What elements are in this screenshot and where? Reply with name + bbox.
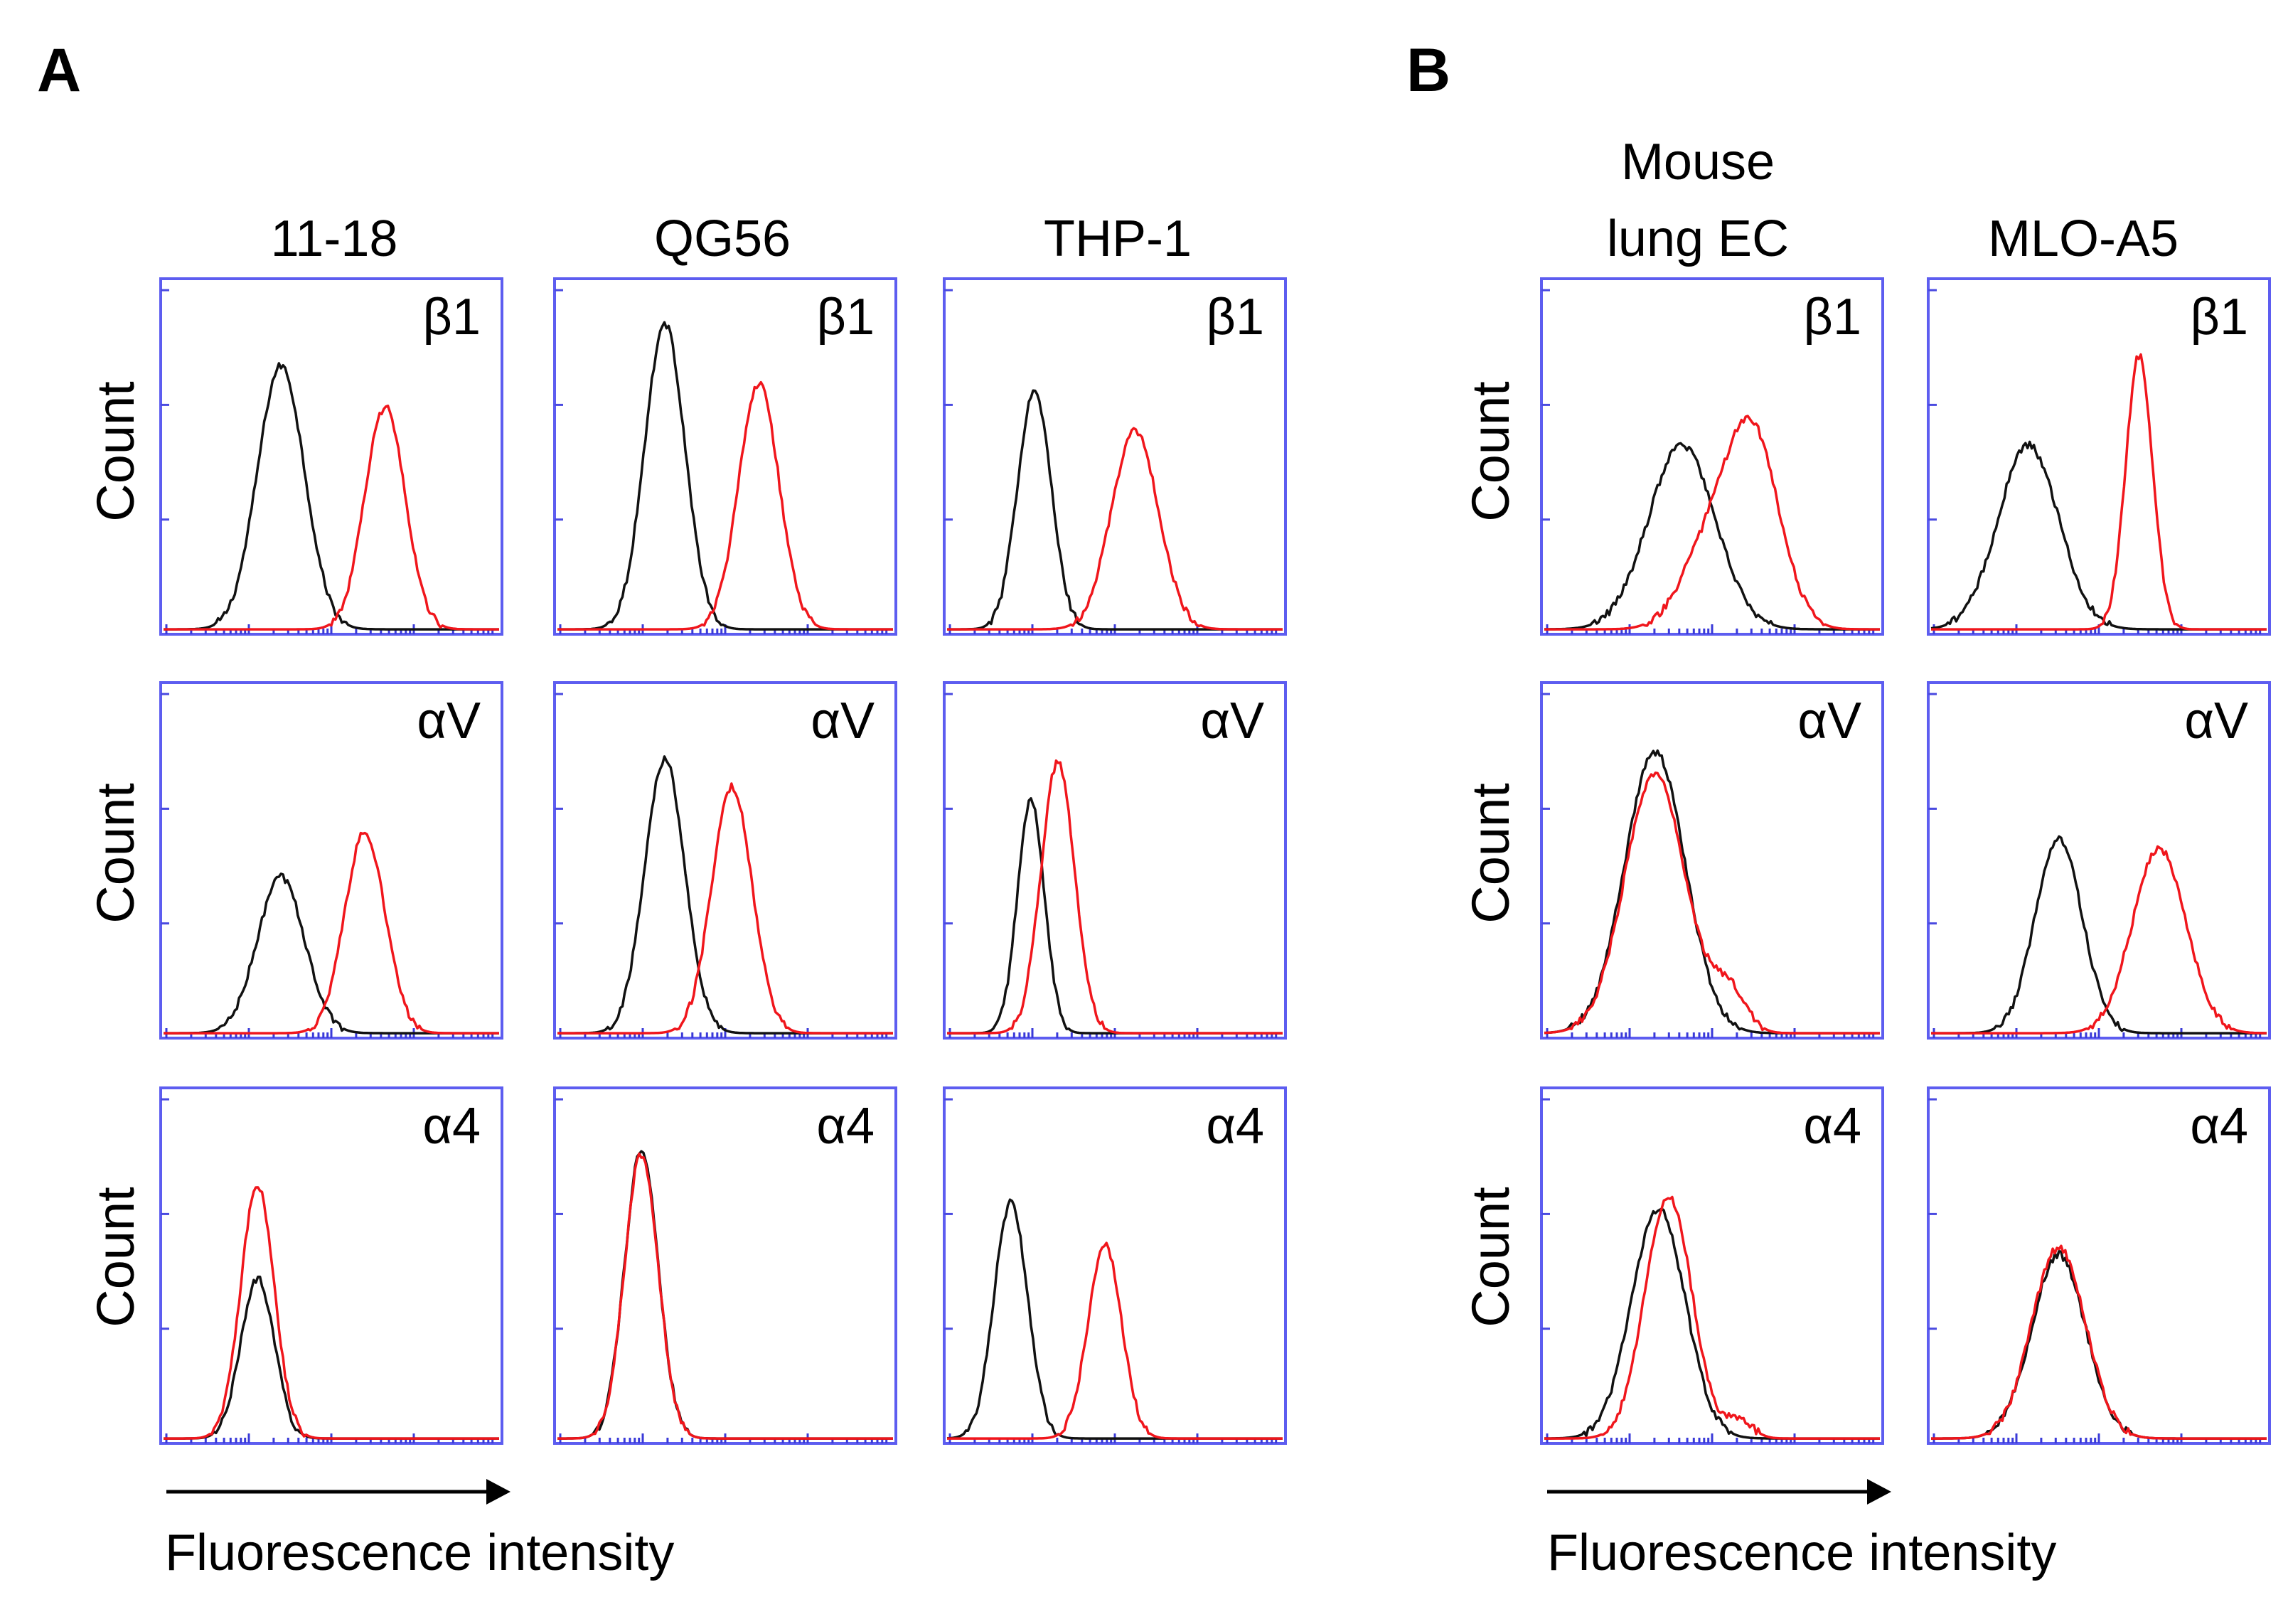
histogram-11-18-alpha4: α4 <box>159 1086 503 1445</box>
y-axis-label: Count <box>86 381 145 522</box>
plot-frame <box>1540 1086 1884 1445</box>
plot-frame <box>553 277 897 636</box>
stained-histogram-line <box>947 759 1283 1035</box>
x-axis-arrow-a <box>166 1479 510 1505</box>
histogram-qg56-alpha4: α4 <box>553 1086 897 1445</box>
column-title-mlo-a5: MLO-A5 <box>1988 210 2179 267</box>
histogram-thp-1-beta1: β1 <box>943 277 1287 636</box>
plot-frame <box>943 277 1287 636</box>
stained-histogram-line <box>557 380 893 631</box>
plot-frame <box>1540 681 1884 1040</box>
stained-histogram-line <box>947 427 1283 631</box>
marker-label: β1 <box>1804 289 1861 346</box>
column-title-thp-1: THP-1 <box>1044 210 1192 267</box>
stained-histogram-line <box>1931 845 2267 1035</box>
histogram-mlo-a5-alphav: αV <box>1927 681 2271 1040</box>
control-histogram-line <box>1544 442 1880 631</box>
marker-label: α4 <box>816 1098 875 1155</box>
plot-frame <box>1927 277 2271 636</box>
x-axis-arrow-b <box>1547 1479 1891 1505</box>
y-axis-label: Count <box>1461 1187 1520 1327</box>
y-axis-label: Count <box>1461 783 1520 924</box>
histogram-11-18-alphav: αV <box>159 681 503 1040</box>
control-histogram-line <box>164 362 499 631</box>
stained-histogram-line <box>1544 415 1880 631</box>
histogram-grid: β1 β1 β1 αV αV αV α4 α4 α4 β1 β1 αV αV α4 α4 <box>159 277 2271 1445</box>
y-axis-label: Count <box>86 1187 145 1327</box>
histogram-mouse-lung-ec-alpha4: α4 <box>1540 1086 1884 1445</box>
y-axis-label: Count <box>86 783 145 924</box>
x-axis-label: Fluorescence intensity <box>165 1524 674 1581</box>
marker-label: β1 <box>423 289 481 346</box>
histogram-qg56-beta1: β1 <box>553 277 897 636</box>
marker-label: αV <box>2184 693 2248 749</box>
plot-frame <box>1927 681 2271 1040</box>
marker-label: α4 <box>422 1098 481 1155</box>
y-axis-label: Count <box>1461 381 1520 522</box>
plot-frame <box>159 277 503 636</box>
marker-label: αV <box>1200 693 1264 749</box>
column-title-11-18: 11-18 <box>271 210 398 267</box>
stained-histogram-line <box>1931 353 2267 631</box>
stained-histogram-line <box>164 405 499 631</box>
marker-label: α4 <box>2190 1098 2248 1155</box>
stained-histogram-line <box>557 782 893 1035</box>
column-title-lung-ec: lung EC <box>1607 210 1789 267</box>
histogram-thp-1-alpha4: α4 <box>943 1086 1287 1445</box>
stained-histogram-line <box>164 831 499 1035</box>
histogram-mouse-lung-ec-beta1: β1 <box>1540 277 1884 636</box>
marker-label: αV <box>1797 693 1861 749</box>
marker-label: β1 <box>817 289 875 346</box>
histogram-11-18-beta1: β1 <box>159 277 503 636</box>
stained-histogram-line <box>1544 771 1880 1035</box>
stained-histogram-line <box>164 1186 499 1440</box>
histogram-mlo-a5-beta1: β1 <box>1927 277 2271 636</box>
stained-histogram-line <box>557 1152 893 1440</box>
histogram-qg56-alphav: αV <box>553 681 897 1040</box>
marker-label: αV <box>811 693 875 749</box>
column-title-mouse: Mouse <box>1621 134 1775 191</box>
stained-histogram-line <box>1931 1244 2267 1440</box>
marker-label: α4 <box>1206 1098 1264 1155</box>
marker-label: α4 <box>1803 1098 1861 1155</box>
stained-histogram-line <box>947 1241 1283 1440</box>
column-title-qg56: QG56 <box>654 210 791 267</box>
plot-frame <box>943 681 1287 1040</box>
control-histogram-line <box>1931 835 2267 1035</box>
histogram-thp-1-alphav: αV <box>943 681 1287 1040</box>
plot-frame <box>159 1086 503 1445</box>
plot-frame <box>1540 277 1884 636</box>
histogram-mlo-a5-alpha4: α4 <box>1927 1086 2271 1445</box>
x-axis-label: Fluorescence intensity <box>1547 1524 2056 1581</box>
panel-label-b: B <box>1406 36 1450 105</box>
stained-histogram-line <box>1544 1195 1880 1440</box>
marker-label: αV <box>417 693 481 749</box>
plot-frame <box>943 1086 1287 1445</box>
marker-label: β1 <box>2191 289 2248 346</box>
marker-label: β1 <box>1207 289 1264 346</box>
histogram-mouse-lung-ec-alphav: αV <box>1540 681 1884 1040</box>
panel-label-a: A <box>37 36 81 105</box>
